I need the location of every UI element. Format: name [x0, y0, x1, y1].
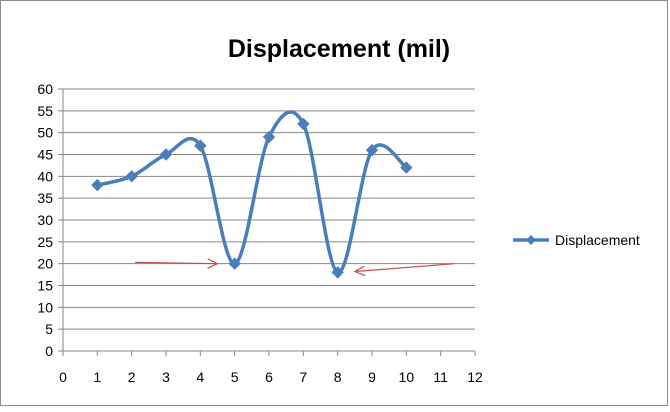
- x-tick-label: 7: [299, 369, 307, 385]
- annotation-arrow: [135, 258, 219, 269]
- data-point-marker: [400, 161, 413, 174]
- x-tick-label: 0: [59, 369, 67, 385]
- series-layer: [91, 110, 413, 279]
- y-tick-label: 55: [37, 103, 53, 119]
- x-tick-label: 2: [128, 369, 136, 385]
- x-tick-label: 6: [265, 369, 273, 385]
- y-tick-label: 50: [37, 125, 53, 141]
- annotation-arrow: [353, 263, 455, 277]
- data-point-marker: [91, 178, 104, 192]
- x-tick-label: 9: [368, 369, 376, 385]
- arrow-head: [207, 258, 219, 269]
- data-point-marker: [194, 139, 207, 152]
- data-point-marker: [331, 266, 344, 279]
- arrow-shaft: [354, 263, 455, 273]
- y-tick-label: 35: [37, 190, 53, 206]
- data-point-marker: [365, 143, 379, 157]
- x-tick-label: 11: [433, 369, 448, 385]
- annotation-layer: [135, 258, 455, 277]
- y-tick-label: 30: [37, 212, 53, 228]
- y-tick-label: 25: [37, 234, 53, 250]
- x-tick-label: 8: [334, 369, 342, 385]
- arrow-shaft: [135, 261, 218, 265]
- series-line: [96, 110, 408, 275]
- chart-title: Displacement (mil): [228, 35, 450, 63]
- arrow-head: [353, 265, 366, 277]
- legend-label: Displacement: [555, 232, 640, 248]
- x-tick-label: 4: [196, 369, 204, 385]
- legend-marker: [526, 235, 536, 245]
- y-tick-label: 5: [45, 321, 53, 337]
- data-point-marker: [297, 117, 310, 131]
- x-tick-label: 10: [399, 369, 415, 385]
- x-tick-label: 3: [162, 369, 170, 385]
- x-tick-label: 12: [467, 369, 483, 385]
- y-tick-label: 40: [37, 168, 53, 184]
- y-tick-label: 20: [37, 256, 53, 272]
- x-tick-label: 1: [93, 369, 101, 385]
- x-tick-label: 5: [231, 369, 239, 385]
- legend: Displacement: [513, 232, 640, 248]
- data-point-marker: [228, 257, 241, 270]
- y-axis-tick-labels: 0 5 10 15 20 25 30 35 40 45 50 55 60: [37, 81, 53, 359]
- y-tick-label: 15: [37, 278, 53, 294]
- data-point-marker: [125, 170, 138, 183]
- data-point-marker: [262, 130, 276, 144]
- data-point-marker: [159, 148, 173, 161]
- y-tick-label: 10: [37, 299, 53, 315]
- y-tick-label: 45: [37, 147, 53, 163]
- gridlines: [63, 88, 475, 330]
- y-tick-label: 60: [37, 81, 53, 97]
- x-axis-tick-labels: 0 1 2 3 4 5 6 7 8 9 10 11 12: [59, 369, 483, 385]
- legend-entry: Displacement: [513, 232, 640, 248]
- axes: [58, 88, 476, 356]
- y-tick-label: 0: [45, 343, 53, 359]
